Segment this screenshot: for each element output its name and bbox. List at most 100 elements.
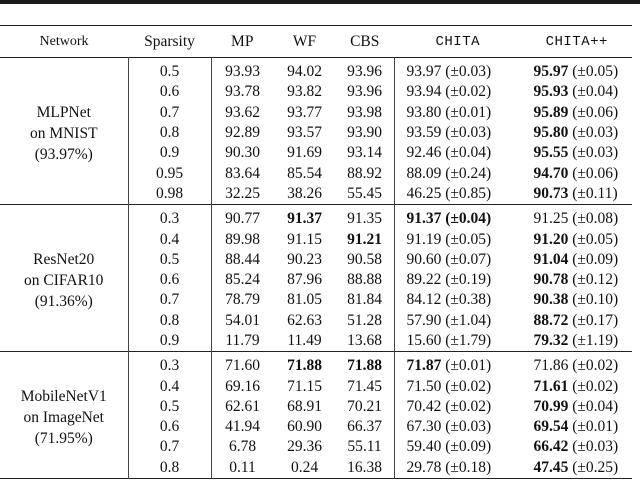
chita-value: 15.60	[406, 332, 442, 349]
sparsity-cell: 0.7	[128, 290, 212, 311]
chitapp-cell: 88.72 (±0.17)	[522, 311, 633, 331]
top-rule	[0, 0, 640, 4]
table-row: 0.6 41.94 60.90 66.37 67.30 (±0.03) 69.54 (±0…	[0, 417, 633, 438]
chitapp-cell: 69.54 (±0.01)	[522, 417, 633, 437]
mp-cell: 32.25	[225, 184, 260, 202]
sparsity-cell: 0.8	[128, 122, 212, 144]
cbs-cell: 93.96	[335, 57, 395, 83]
chitapp-std: (±0.03)	[572, 124, 619, 142]
chitapp-cell: 90.78 (±0.12)	[522, 270, 633, 290]
chita-std: (±0.38)	[445, 291, 492, 309]
chita-cell: 15.60 (±1.79)	[394, 331, 522, 352]
chita-std: (±0.85)	[445, 184, 492, 202]
chita-std: (±0.09)	[445, 438, 492, 456]
chita-cell: 93.59 (±0.03)	[394, 123, 522, 143]
table-row: 0.7 93.62 93.77 93.98 93.80 (±0.01) 95.89 (±0…	[0, 102, 632, 123]
header-sparsity: Sparsity	[144, 32, 195, 50]
chitapp-value: 66.42	[533, 438, 569, 456]
chitapp-value: 70.99	[533, 397, 569, 415]
chita-value: 93.59	[406, 124, 442, 142]
cbs-cell: 55.11	[335, 437, 395, 458]
mp-cell: 83.64	[225, 164, 260, 182]
table-row: 0.4 69.16 71.15 71.45 71.50 (±0.02) 71.61 (±0…	[0, 376, 633, 397]
chita-value: 88.09	[406, 164, 442, 182]
chita-value: 93.80	[406, 103, 442, 121]
chitapp-cell: 95.93 (±0.04)	[522, 82, 633, 102]
mp-cell: 90.30	[225, 144, 260, 162]
chitapp-std: (±0.08)	[572, 210, 619, 228]
chita-value: 67.30	[406, 418, 442, 436]
sparsity-cell: 0.7	[128, 102, 212, 123]
table-row: 0.4 89.98 91.15 91.21 91.19 (±0.05) 91.20 (±0…	[0, 229, 632, 250]
mp-cell: 92.89	[225, 124, 260, 142]
wf-cell: 62.63	[287, 311, 322, 329]
table-row: 0.6 93.78 93.82 93.96 93.94 (±0.02) 95.93 (±0…	[0, 82, 633, 103]
chitapp-cell: 95.80 (±0.03)	[522, 123, 633, 143]
chitapp-std: (±0.03)	[572, 438, 619, 456]
cbs-cell: 93.98	[335, 102, 395, 123]
wf-cell: 93.57	[287, 124, 322, 142]
cbs-cell: 55.45	[335, 183, 395, 205]
wf-cell: 81.05	[287, 291, 322, 309]
chita-cell: 93.80 (±0.01)	[394, 103, 522, 123]
table-group: MLPNet on MNIST (93.97%) 0.5 93.93 94.02 93.96…	[0, 57, 633, 205]
mp-cell: 41.94	[225, 418, 260, 436]
chitapp-value: 95.55	[533, 144, 569, 162]
network-label: ResNet20	[33, 250, 95, 268]
mp-cell: 78.79	[225, 291, 260, 309]
chitapp-std: (±0.04)	[572, 83, 619, 101]
cbs-cell: 88.92	[335, 163, 395, 184]
wf-cell: 60.90	[287, 418, 322, 436]
table-row: 0.7 78.79 81.05 81.84 84.12 (±0.38) 90.38 (±0…	[0, 290, 632, 311]
chitapp-std: (±0.17)	[572, 311, 619, 329]
sparsity-cell: 0.4	[128, 229, 212, 250]
chitapp-std: (±0.11)	[572, 184, 618, 202]
chita-cell: 70.42 (±0.02)	[394, 397, 522, 417]
sparsity-cell: 0.5	[128, 249, 212, 270]
wf-cell: 68.91	[287, 397, 322, 415]
chita-std: (±0.01)	[445, 357, 492, 375]
table-row: 0.5 62.61 68.91 70.21 70.42 (±0.02) 70.99 (±0…	[0, 396, 632, 418]
chita-cell: 57.90 (±1.04)	[394, 311, 522, 331]
wf-cell: 0.24	[290, 458, 319, 476]
sparsity-cell: 0.3	[128, 351, 212, 377]
chita-cell: 92.46 (±0.04)	[394, 143, 522, 163]
chita-cell: 89.22 (±0.19)	[394, 270, 522, 290]
chitapp-std: (±1.19)	[572, 332, 619, 349]
mp-cell: 54.01	[225, 311, 260, 329]
chita-value: 57.90	[406, 311, 442, 329]
chita-value: 91.37	[406, 210, 442, 228]
chita-std: (±0.02)	[445, 83, 492, 101]
chita-cell: 71.87 (±0.01)	[394, 352, 522, 377]
network-label: (71.95%)	[34, 429, 93, 447]
chitapp-std: (±0.04)	[572, 397, 619, 415]
wf-cell: 71.88	[287, 357, 322, 375]
chitapp-value: 47.45	[533, 458, 569, 476]
wf-cell: 87.96	[287, 271, 322, 289]
network-cell: ResNet20 on CIFAR10 (91.36%)	[0, 204, 129, 352]
chita-std: (±0.04)	[445, 210, 492, 228]
mp-cell: 85.24	[225, 271, 260, 289]
sparsity-cell: 0.5	[128, 396, 212, 418]
chitapp-value: 88.72	[533, 311, 569, 329]
wf-cell: 93.77	[287, 103, 322, 121]
table-row: 0.7 6.78 29.36 55.11 59.40 (±0.09) 66.42 (±0.…	[0, 437, 632, 458]
chitapp-std: (±0.06)	[572, 103, 619, 121]
chita-std: (±0.19)	[445, 271, 492, 289]
chitapp-cell: 71.61 (±0.02)	[522, 376, 633, 396]
wf-cell: 91.37	[287, 210, 322, 228]
table-row: 0.5 88.44 90.23 90.58 90.60 (±0.07) 91.04 (±0…	[0, 249, 632, 270]
table-row: 0.95 83.64 85.54 88.92 88.09 (±0.24) 94.70 (±…	[0, 163, 632, 184]
table-row: MobileNetV1 on ImageNet (71.95%) 0.3 71.60 71…	[0, 351, 632, 479]
mp-cell: 69.16	[225, 377, 260, 395]
header-mp: MP	[231, 32, 254, 50]
chitapp-value: 91.20	[533, 230, 569, 248]
chitapp-value: 90.78	[533, 271, 569, 289]
sparsity-cell: 0.8	[128, 457, 212, 479]
network-cell: MobileNetV1 on ImageNet (71.95%)	[0, 351, 129, 479]
cbs-cell: 81.84	[335, 290, 395, 311]
chitapp-value: 95.97	[533, 63, 569, 81]
sparsity-cell: 0.8	[128, 310, 212, 331]
mp-cell: 88.44	[225, 250, 260, 268]
chita-value: 84.12	[406, 291, 442, 309]
